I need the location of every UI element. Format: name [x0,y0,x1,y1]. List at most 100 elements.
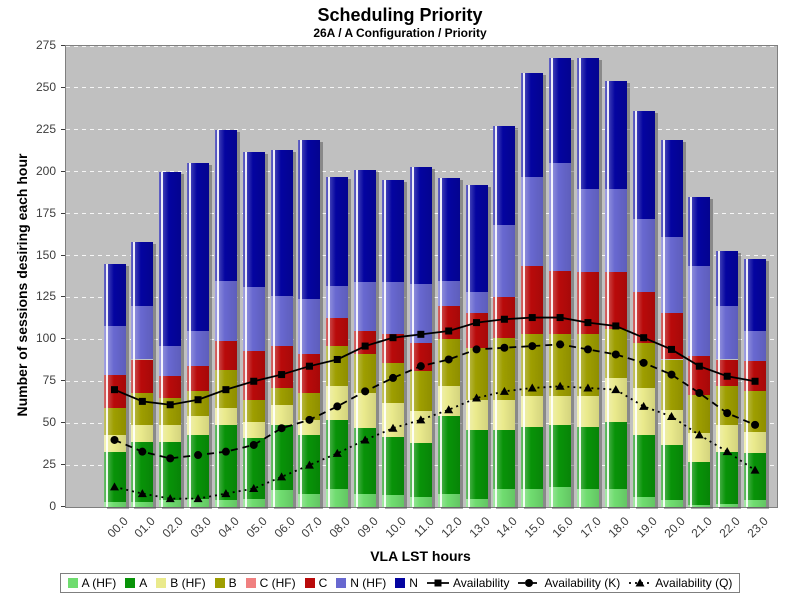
bar-segment-N [493,126,516,226]
bar-gloss-stripe [384,180,386,507]
bar-segment-N [437,178,460,281]
bar-segment-A (HF) [744,500,767,507]
chart-subtitle: 26A / A Configuration / Priority [313,26,487,40]
bar-gloss-stripe [189,163,192,507]
bar-gloss-stripe [300,139,303,507]
legend-label: C [318,576,328,590]
bar-segment-A (HF) [187,498,210,507]
bar-segment-N [409,166,432,285]
x-tick-label: 12.0 [438,514,465,541]
x-tick-label: 03.0 [187,514,214,541]
x-axis-title: VLA LST hours [370,548,471,564]
legend-swatch [304,578,315,588]
legend-swatch [245,578,256,588]
stacked-bar-07.0 [298,139,321,507]
y-tick-label: 125 [35,289,56,304]
bar-gloss-stripe [551,57,554,507]
bar-segment-A (HF) [131,501,154,507]
bar-gloss-stripe [690,196,693,507]
y-tick-label: 25 [42,457,56,472]
legend-item-Availability (K): Availability (K) [518,576,620,590]
bar-segment-N [354,170,377,283]
bar-segment-N [103,263,126,326]
bar-gloss-stripe [272,149,275,507]
x-tick-label: 18.0 [605,514,632,541]
bar-gloss-stripe [328,176,331,507]
bar-segment-A (HF) [242,498,265,507]
bar-segment-A (HF) [465,498,488,507]
legend-label: Availability (Q) [655,576,733,590]
x-tick-label: 17.0 [577,514,604,541]
legend-label: N (HF) [350,576,387,590]
bar-segment-N [604,81,627,189]
legend-label: Availability [452,576,510,590]
y-tick-mark [61,128,65,130]
x-tick-label: 19.0 [633,514,660,541]
x-tick-label: 09.0 [354,514,382,541]
stacked-bar-00.0 [103,263,126,507]
x-tick-label: 14.0 [493,514,521,541]
legend-label: A [139,576,148,590]
legend-item-B (HF): B (HF) [156,576,206,590]
x-tick-label: 22.0 [716,514,744,541]
bar-gloss-stripe [578,57,581,507]
legend-line-glyph [518,579,541,587]
bar-segment-A (HF) [716,503,739,507]
stacked-bar-10.0 [382,180,404,507]
bar-segment-N (HF) [604,188,627,273]
y-tick-mark [61,338,65,340]
stacked-bar-19.0 [632,111,655,507]
bar-segment-C [604,272,627,330]
bar-segment-N [521,72,544,177]
legend-item-A: A [125,576,147,590]
legend: A (HF) A B (HF) B C (HF) C N (HF) N Availability… [59,573,741,593]
bar-segment-N [688,196,711,266]
stacked-bar-23.0 [744,258,767,507]
y-tick-mark [61,464,65,466]
y-tick-label: 100 [35,331,56,346]
y-tick-label: 50 [42,415,56,430]
y-tick-label: 275 [35,38,56,52]
y-tick-mark [61,86,65,88]
bar-gloss-stripe [411,166,414,507]
bar-gloss-stripe [467,185,470,507]
legend-item-Availability: Availability [426,576,510,590]
bar-gloss-stripe [606,81,609,507]
legend-swatch [395,578,406,588]
bar-segment-A (HF) [103,501,126,507]
bar-segment-N [131,242,154,306]
stacked-bar-13.0 [465,185,488,507]
bar-segment-N [242,151,265,288]
bar-gloss-stripe [746,258,749,507]
legend-label: Availability (K) [544,576,621,590]
legend-item-B: B [214,576,237,590]
bar-gloss-stripe [356,170,359,507]
bar-segment-A (HF) [688,505,711,507]
y-tick-label: 75 [42,373,56,388]
legend-item-C: C [304,576,328,590]
gridline [66,45,777,47]
stacked-bar-04.0 [214,129,237,507]
x-tick-label: 05.0 [243,514,270,541]
stacked-bar-22.0 [716,250,739,507]
legend-item-A (HF): A (HF) [67,576,116,590]
x-tick-label: 02.0 [159,514,187,541]
bar-segment-A (HF) [409,496,432,507]
y-tick-label: 225 [35,121,56,136]
x-tick-label: 15.0 [521,514,549,541]
bar-segment-N [187,163,210,331]
legend-label: B [228,576,237,590]
legend-item-N: N [395,576,418,590]
y-tick-label: 150 [35,247,56,262]
y-tick-mark [61,506,65,507]
bar-gloss-stripe [495,126,498,507]
bar-segment-N (HF) [326,285,349,318]
bar-gloss-stripe [105,263,108,507]
x-tick-label: 21.0 [688,514,716,541]
stacked-bar-06.0 [270,149,293,507]
y-tick-label: 250 [35,79,56,94]
bar-gloss-stripe [161,171,164,507]
bar-gloss-stripe [662,139,665,507]
stacked-bar-17.0 [576,57,599,507]
